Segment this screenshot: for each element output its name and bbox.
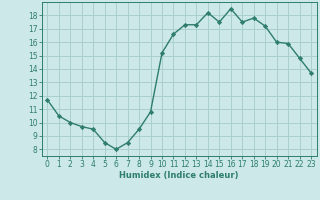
X-axis label: Humidex (Indice chaleur): Humidex (Indice chaleur) xyxy=(119,171,239,180)
